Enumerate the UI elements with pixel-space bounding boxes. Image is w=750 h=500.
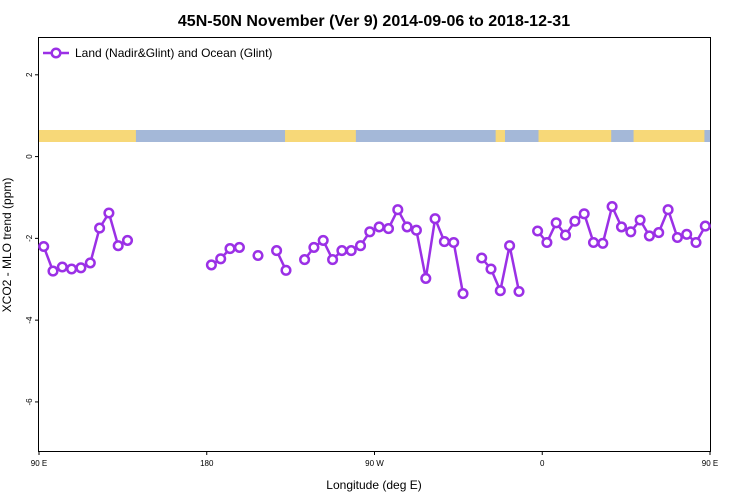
data-point <box>429 213 441 225</box>
data-point <box>494 285 506 297</box>
data-point <box>532 225 544 237</box>
data-point <box>420 272 432 284</box>
data-point <box>392 204 404 216</box>
map-strip-land <box>285 130 356 142</box>
data-point <box>56 261 68 273</box>
data-point <box>485 263 497 275</box>
data-point <box>364 226 376 238</box>
chart-title: 45N-50N November (Ver 9) 2014-09-06 to 2… <box>178 13 570 30</box>
map-strip-land <box>538 130 612 142</box>
data-point <box>438 236 450 248</box>
data-point <box>112 240 124 252</box>
y-tick-label: 2 <box>25 72 34 77</box>
data-point <box>690 236 702 249</box>
x-tick-label: 90 W <box>365 459 384 468</box>
x-axis: 90 E 180 90 W 0 90 E <box>31 451 718 468</box>
data-point <box>224 243 236 255</box>
data-point <box>513 285 525 298</box>
y-tick-label: 0 <box>25 154 34 159</box>
map-strip <box>39 130 710 142</box>
data-point <box>615 221 628 233</box>
data-point <box>625 226 637 238</box>
data-point <box>410 224 422 236</box>
x-tick-label: 180 <box>200 459 214 468</box>
map-strip-land <box>633 130 705 142</box>
data-point <box>634 214 646 226</box>
data-point <box>504 240 516 252</box>
plot-border <box>38 37 711 452</box>
data-point <box>606 200 618 213</box>
data-point <box>476 252 488 264</box>
x-tick-label: 0 <box>540 459 545 468</box>
data-point <box>121 234 134 246</box>
data-point <box>317 234 329 246</box>
data-point <box>215 253 227 265</box>
data-point <box>541 236 553 249</box>
data-point <box>653 227 665 239</box>
data-point <box>94 222 106 234</box>
data-point <box>373 221 385 233</box>
series-layer <box>38 200 711 300</box>
data-point <box>280 264 292 276</box>
data-point <box>299 254 311 266</box>
legend-marker <box>50 47 62 59</box>
data-point <box>681 228 693 240</box>
legend-label: Land (Nadir&Glint) and Ocean (Glint) <box>75 46 272 60</box>
data-point <box>457 288 469 300</box>
data-point <box>382 223 395 235</box>
data-point <box>699 220 711 232</box>
y-tick-label: -2 <box>25 234 34 242</box>
data-point <box>336 245 348 257</box>
map-strip-land <box>39 130 136 142</box>
data-point <box>569 215 581 227</box>
data-point <box>205 259 217 271</box>
plot-area <box>38 37 711 452</box>
data-point <box>233 241 245 253</box>
data-point <box>327 254 339 266</box>
data-point <box>66 263 78 275</box>
x-tick-label: 90 E <box>702 459 718 468</box>
data-point <box>47 265 59 277</box>
data-point <box>401 221 413 233</box>
data-point <box>84 257 96 269</box>
data-point <box>103 207 115 219</box>
data-point <box>448 236 460 249</box>
data-point <box>308 241 320 253</box>
legend: Land (Nadir&Glint) and Ocean (Glint) <box>43 46 272 60</box>
x-tick-label: 90 E <box>31 459 47 468</box>
data-point <box>271 245 283 257</box>
y-tick-label: -4 <box>25 316 34 324</box>
data-point <box>671 231 683 244</box>
data-point <box>345 245 357 257</box>
data-point <box>75 262 87 274</box>
data-point <box>587 236 600 249</box>
data-point <box>252 249 264 262</box>
y-axis-label: XCO2 - MLO trend (ppm) <box>0 178 14 313</box>
data-point <box>643 230 655 242</box>
data-point <box>38 240 50 253</box>
data-point <box>662 204 674 216</box>
y-axis: 2 0 -2 -4 -6 <box>25 72 39 405</box>
y-tick-label: -6 <box>25 398 34 406</box>
data-point <box>597 237 609 249</box>
data-point <box>578 208 590 220</box>
x-axis-label: Longitude (deg E) <box>326 478 421 492</box>
map-strip-land <box>495 130 505 142</box>
data-point <box>354 240 367 252</box>
data-point <box>559 229 572 241</box>
data-point <box>550 217 562 229</box>
